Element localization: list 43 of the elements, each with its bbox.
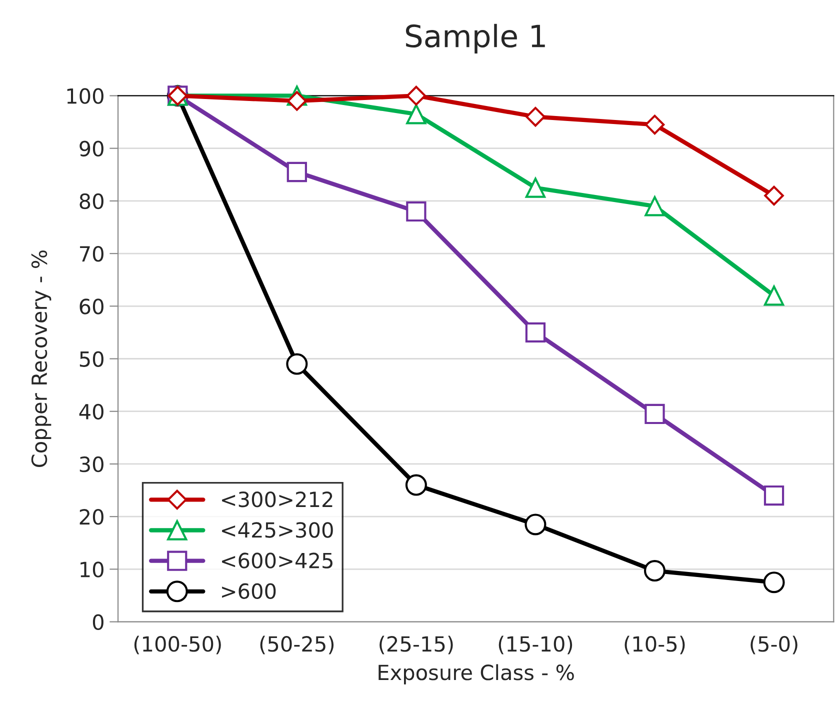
point [763, 572, 785, 594]
point [644, 196, 665, 216]
x-tick-label: (15-10) [498, 636, 572, 654]
legend-label: >600 [222, 583, 276, 600]
x-tick-label: (10-5) [624, 636, 685, 654]
x-tick-label: (100-50) [134, 636, 221, 654]
x-axis-title: Exposure Class - % [378, 664, 574, 684]
x-tick-label: (5-0) [750, 636, 798, 654]
point [644, 114, 665, 135]
y-tick-label: 30 [80, 456, 104, 472]
point [524, 514, 546, 536]
point [644, 560, 666, 582]
point [525, 322, 546, 343]
y-tick-label: 70 [80, 246, 104, 262]
y-tick-label: 0 [92, 614, 104, 630]
x-tick-label: (50-25) [260, 636, 334, 654]
y-tick-label: 10 [80, 562, 104, 578]
point [526, 106, 546, 127]
legend-label: <600>425 [222, 552, 332, 568]
point [287, 91, 307, 111]
point [406, 86, 426, 106]
point [644, 404, 665, 424]
y-tick-label: 50 [80, 351, 104, 367]
y-tick-label: 40 [79, 404, 104, 420]
point [405, 474, 427, 496]
point [764, 186, 784, 206]
chart-title: Sample 1 [406, 24, 545, 54]
legend-label: <425>300 [222, 522, 333, 538]
y-tick-label: 20 [80, 509, 104, 525]
point [286, 353, 308, 375]
point [764, 286, 784, 306]
y-tick-label: 90 [80, 140, 104, 157]
y-tick-label: 80 [80, 193, 104, 210]
point [525, 178, 546, 198]
point [406, 104, 426, 124]
point [286, 162, 307, 182]
point [764, 485, 784, 506]
y-axis-title: Copper Recovery - % [31, 250, 52, 468]
y-tick-label: 100 [67, 88, 104, 104]
y-tick-label: 60 [80, 298, 104, 314]
point [406, 201, 426, 222]
legend-label: <300>212 [222, 492, 332, 508]
x-tick-label: (25-15) [380, 636, 453, 654]
